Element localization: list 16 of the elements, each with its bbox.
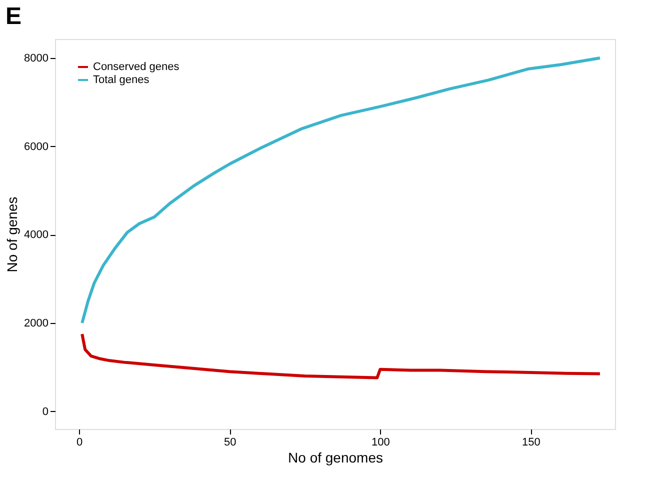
chart-title: E [6, 3, 22, 30]
x-axis-title: No of genomes [288, 450, 383, 466]
y-tick-label: 8000 [24, 52, 48, 64]
y-tick-label: 2000 [24, 318, 48, 330]
x-tick-label: 0 [76, 436, 83, 448]
legend-label: Conserved genes [93, 61, 180, 73]
legend-label: Total genes [93, 74, 150, 86]
y-tick-label: 4000 [24, 229, 48, 242]
x-tick-label: 100 [371, 436, 390, 448]
y-axis-title: No of genes [4, 196, 20, 272]
line-series [80, 332, 602, 380]
x-tick-label: 150 [522, 436, 540, 448]
y-tick-label: 0 [42, 406, 48, 418]
y-tick-label: 6000 [24, 140, 48, 153]
x-tick-label: 50 [224, 436, 236, 448]
line-series [80, 56, 602, 324]
